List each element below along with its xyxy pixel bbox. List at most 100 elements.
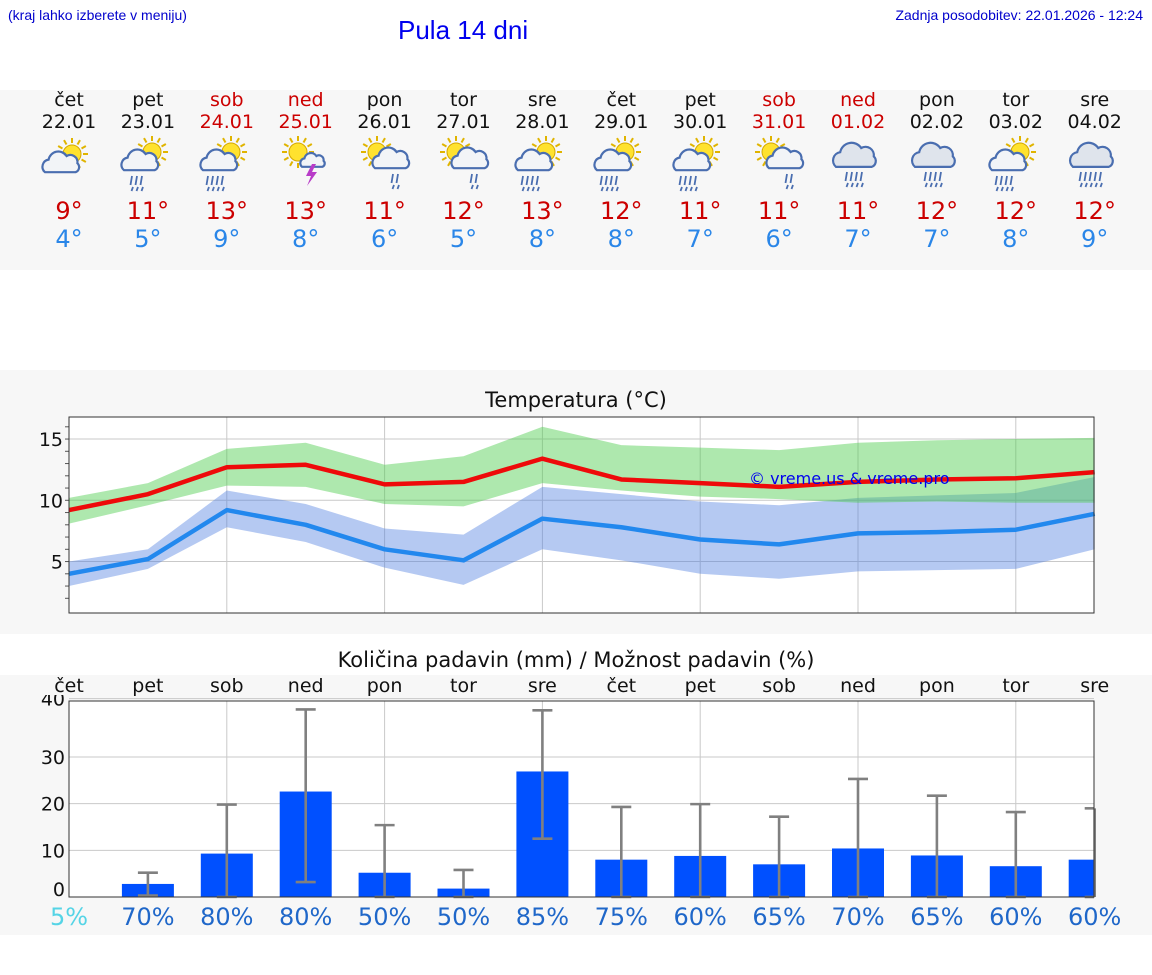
forecast-min-temp: 8° bbox=[528, 225, 557, 253]
precipitation-error-bar bbox=[295, 708, 316, 884]
forecast-date: 03.02 bbox=[988, 111, 1043, 133]
forecast-max-temp: 13° bbox=[284, 197, 327, 225]
precipitation-chart-title: Količina padavin (mm) / Možnost padavin … bbox=[337, 648, 815, 672]
sun-cloud-heavy-rain-icon bbox=[514, 136, 563, 192]
temperature-y-tick: 10 bbox=[39, 490, 63, 512]
forecast-date: 01.02 bbox=[830, 111, 886, 133]
forecast-date: 23.01 bbox=[120, 111, 176, 133]
forecast-day-name: čet bbox=[606, 89, 637, 111]
precipitation-chance: 65% bbox=[752, 903, 806, 931]
forecast-min-temp: 7° bbox=[844, 225, 872, 253]
max-temperature-range-band bbox=[69, 426, 1095, 524]
forecast-max-temp: 12° bbox=[442, 197, 485, 225]
partly-cloudy-icon bbox=[41, 138, 88, 174]
precipitation-day-label: sre bbox=[1080, 675, 1110, 697]
max-temperature-line bbox=[68, 456, 1095, 513]
sun-cloud-light-rain-icon bbox=[755, 136, 805, 190]
sun-cloud-rain-icon bbox=[120, 136, 168, 192]
precipitation-chance: 80% bbox=[200, 903, 254, 931]
precipitation-chance: 60% bbox=[1068, 903, 1122, 931]
forecast-min-temp: 6° bbox=[370, 225, 399, 253]
forecast-date: 24.01 bbox=[199, 111, 254, 133]
forecast-day-name: ned bbox=[840, 89, 876, 111]
forecast-date: 30.01 bbox=[672, 111, 728, 133]
forecast-date: 04.02 bbox=[1067, 111, 1122, 133]
forecast-max-temp: 13° bbox=[521, 197, 564, 225]
forecast-min-temp: 9° bbox=[213, 225, 241, 253]
cloud-rain-icon bbox=[910, 141, 956, 188]
forecast-date: 02.02 bbox=[909, 111, 965, 133]
forecast-max-temp: 11° bbox=[678, 197, 722, 225]
precipitation-chance: 60% bbox=[673, 903, 727, 931]
precipitation-chance: 50% bbox=[357, 903, 412, 931]
precipitation-day-label: sre bbox=[527, 675, 557, 697]
forecast-day-name: pon bbox=[919, 89, 955, 111]
precipitation-y-tick: 0 bbox=[53, 879, 65, 901]
forecast-max-temp: 11° bbox=[757, 197, 801, 225]
precipitation-chance: 5% bbox=[49, 903, 89, 931]
precipitation-day-label: pon bbox=[366, 675, 403, 697]
temperature-y-tick: 5 bbox=[51, 552, 63, 574]
forecast-day-name: pet bbox=[132, 89, 164, 111]
sun-cloud-light-rain-icon bbox=[360, 136, 410, 190]
precipitation-day-label: sob bbox=[210, 675, 244, 697]
precipitation-day-label: sob bbox=[762, 675, 796, 697]
forecast-max-temp: 12° bbox=[994, 197, 1038, 225]
precipitation-chance: 50% bbox=[436, 903, 491, 931]
forecast-day-name: sob bbox=[210, 89, 244, 111]
forecast-min-temp: 5° bbox=[134, 225, 162, 253]
forecast-day-name: ned bbox=[287, 89, 324, 111]
forecast-day-name: sre bbox=[1080, 89, 1110, 111]
precipitation-chance: 85% bbox=[515, 903, 570, 931]
cloud-heavy-rain-icon bbox=[1068, 141, 1114, 188]
forecast-max-temp: 13° bbox=[205, 197, 249, 225]
temperature-plot-area bbox=[69, 417, 1094, 613]
precipitation-y-tick: 20 bbox=[41, 794, 65, 816]
forecast-max-temp: 11° bbox=[126, 197, 170, 225]
precipitation-chart: 0 10 20 30 40 bbox=[41, 695, 1096, 901]
precipitation-day-label: ned bbox=[287, 675, 324, 697]
sun-cloud-heavy-rain-icon bbox=[199, 136, 247, 192]
precipitation-y-tick: 30 bbox=[41, 747, 65, 769]
precipitation-error-bar bbox=[137, 871, 158, 897]
forecast-day-name: sre bbox=[527, 89, 557, 111]
sun-cloud-light-rain-icon bbox=[439, 136, 489, 190]
precipitation-chance: 70% bbox=[831, 903, 885, 931]
precipitation-day-label: pet bbox=[132, 675, 164, 697]
precipitation-chance: 70% bbox=[121, 903, 175, 931]
forecast-day-name: pet bbox=[684, 89, 716, 111]
forecast-date: 22.01 bbox=[41, 111, 97, 133]
temperature-y-tick: 15 bbox=[39, 429, 63, 451]
sun-cloud-heavy-rain-icon bbox=[988, 136, 1036, 192]
location-hint: (kraj lahko izberete v meniju) bbox=[8, 7, 187, 23]
forecast-day-name: čet bbox=[54, 89, 84, 111]
precipitation-error-bar bbox=[532, 709, 553, 840]
forecast-max-temp: 12° bbox=[1073, 197, 1116, 225]
last-updated: Zadnja posodobitev: 22.01.2026 - 12:24 bbox=[895, 7, 1143, 23]
precipitation-chance: 75% bbox=[594, 903, 648, 931]
precipitation-day-label: pon bbox=[919, 675, 955, 697]
forecast-min-temp: 5° bbox=[449, 225, 478, 253]
forecast-min-temp: 7° bbox=[686, 225, 714, 253]
forecast-date: 26.01 bbox=[357, 111, 412, 133]
forecast-min-temp: 8° bbox=[1002, 225, 1030, 253]
forecast-max-temp: 9° bbox=[55, 197, 83, 225]
precipitation-day-label: pet bbox=[684, 675, 716, 697]
sun-cloud-heavy-rain-icon bbox=[593, 136, 642, 192]
temperature-plot-frame bbox=[68, 416, 1095, 614]
page-title: Pula 14 dni bbox=[398, 15, 529, 45]
precipitation-plot-frame bbox=[68, 700, 1095, 898]
forecast-day-name: sob bbox=[762, 89, 796, 111]
forecast-min-temp: 8° bbox=[607, 225, 635, 253]
min-temperature-range-band bbox=[69, 477, 1095, 587]
precipitation-bar bbox=[1068, 859, 1094, 897]
precipitation-chance: 65% bbox=[910, 903, 964, 931]
forecast-min-temp: 8° bbox=[292, 225, 320, 253]
precipitation-day-label: ned bbox=[840, 675, 876, 697]
precipitation-y-tick: 10 bbox=[41, 840, 65, 862]
temperature-chart-title: Temperatura (°C) bbox=[485, 388, 667, 412]
precipitation-day-label: tor bbox=[450, 675, 477, 697]
forecast-max-temp: 12° bbox=[600, 197, 643, 225]
precipitation-chance: 80% bbox=[279, 903, 333, 931]
forecast-day-name: tor bbox=[1002, 89, 1030, 111]
